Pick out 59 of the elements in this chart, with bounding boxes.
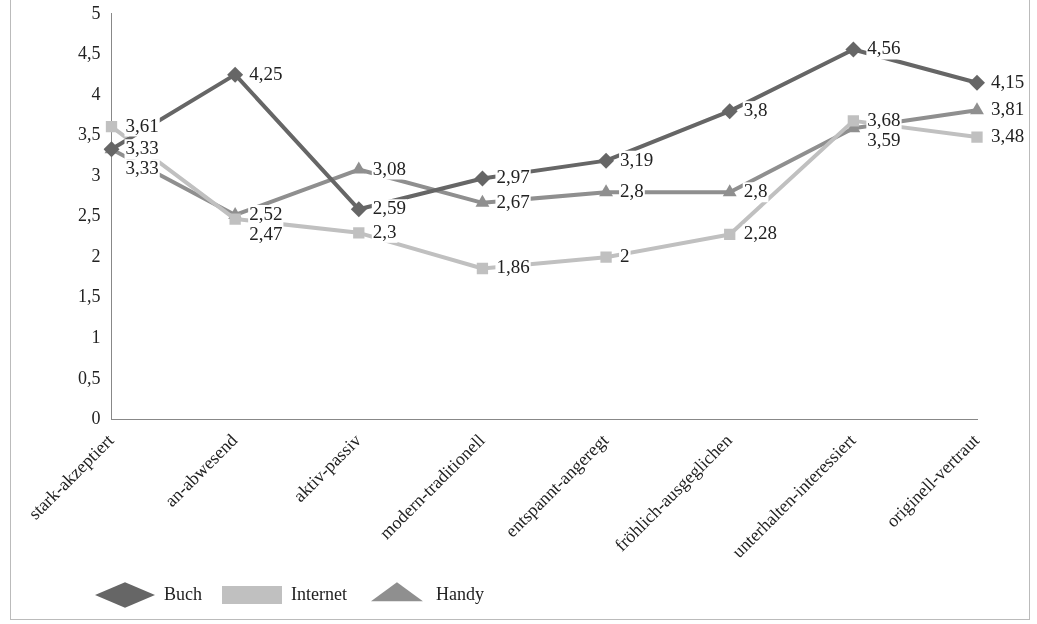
data-label: 3,8 bbox=[743, 99, 768, 121]
y-tick-label: 4 bbox=[91, 83, 101, 104]
data-label: 1,86 bbox=[496, 256, 530, 278]
y-tick-label: 4,5 bbox=[78, 43, 101, 64]
point bbox=[476, 262, 489, 275]
data-label: 3,33 bbox=[125, 157, 159, 179]
data-label: 2,8 bbox=[743, 180, 768, 202]
point bbox=[721, 103, 738, 120]
data-label: 2,28 bbox=[743, 222, 777, 244]
point bbox=[229, 213, 241, 225]
legend-label: Handy bbox=[435, 583, 484, 604]
data-label: 3,68 bbox=[867, 108, 901, 130]
data-label: 2,8 bbox=[620, 180, 644, 202]
legend-label: Buch bbox=[164, 583, 202, 604]
data-label: 4,25 bbox=[249, 62, 283, 84]
y-tick-label: 1 bbox=[91, 327, 101, 348]
data-label: 3,48 bbox=[991, 125, 1025, 147]
data-label: 2,97 bbox=[496, 166, 530, 188]
data-label: 3,61 bbox=[125, 114, 159, 136]
data-label: 2,52 bbox=[249, 202, 283, 224]
point bbox=[598, 152, 615, 169]
data-label: 4,56 bbox=[867, 37, 901, 59]
data-label: 2 bbox=[620, 245, 630, 267]
data-label: 2,59 bbox=[372, 197, 407, 219]
point bbox=[969, 74, 985, 91]
point bbox=[105, 120, 118, 133]
point bbox=[351, 161, 366, 174]
y-tick-label: 3,5 bbox=[78, 124, 101, 145]
point bbox=[847, 115, 860, 127]
y-tick-label: 0,5 bbox=[78, 367, 101, 388]
point bbox=[971, 131, 983, 143]
data-label: 4,15 bbox=[991, 70, 1025, 92]
point bbox=[227, 66, 244, 83]
point bbox=[353, 227, 365, 239]
y-tick-label: 5 bbox=[91, 2, 101, 23]
point bbox=[600, 251, 612, 263]
y-tick-label: 3 bbox=[91, 164, 101, 185]
point bbox=[722, 184, 737, 197]
point bbox=[350, 201, 367, 218]
y-tick-label: 0 bbox=[91, 408, 101, 429]
data-label: 3,81 bbox=[991, 98, 1025, 120]
data-label: 3,19 bbox=[620, 148, 654, 170]
data-label: 2,47 bbox=[249, 222, 283, 244]
legend-label: Internet bbox=[291, 583, 347, 604]
point bbox=[970, 102, 984, 115]
data-label: 2,3 bbox=[372, 220, 397, 242]
point bbox=[724, 228, 736, 241]
point bbox=[103, 141, 120, 158]
y-tick-label: 1,5 bbox=[78, 286, 101, 307]
data-label: 2,67 bbox=[496, 190, 530, 212]
point bbox=[845, 41, 862, 58]
data-label: 3,59 bbox=[867, 128, 901, 150]
y-tick-label: 2 bbox=[91, 245, 101, 266]
point bbox=[474, 170, 491, 187]
data-label: 3,33 bbox=[125, 137, 159, 159]
point bbox=[599, 184, 613, 197]
data-label: 3,08 bbox=[372, 157, 407, 179]
point bbox=[475, 194, 490, 207]
y-tick-label: 2,5 bbox=[78, 205, 101, 226]
